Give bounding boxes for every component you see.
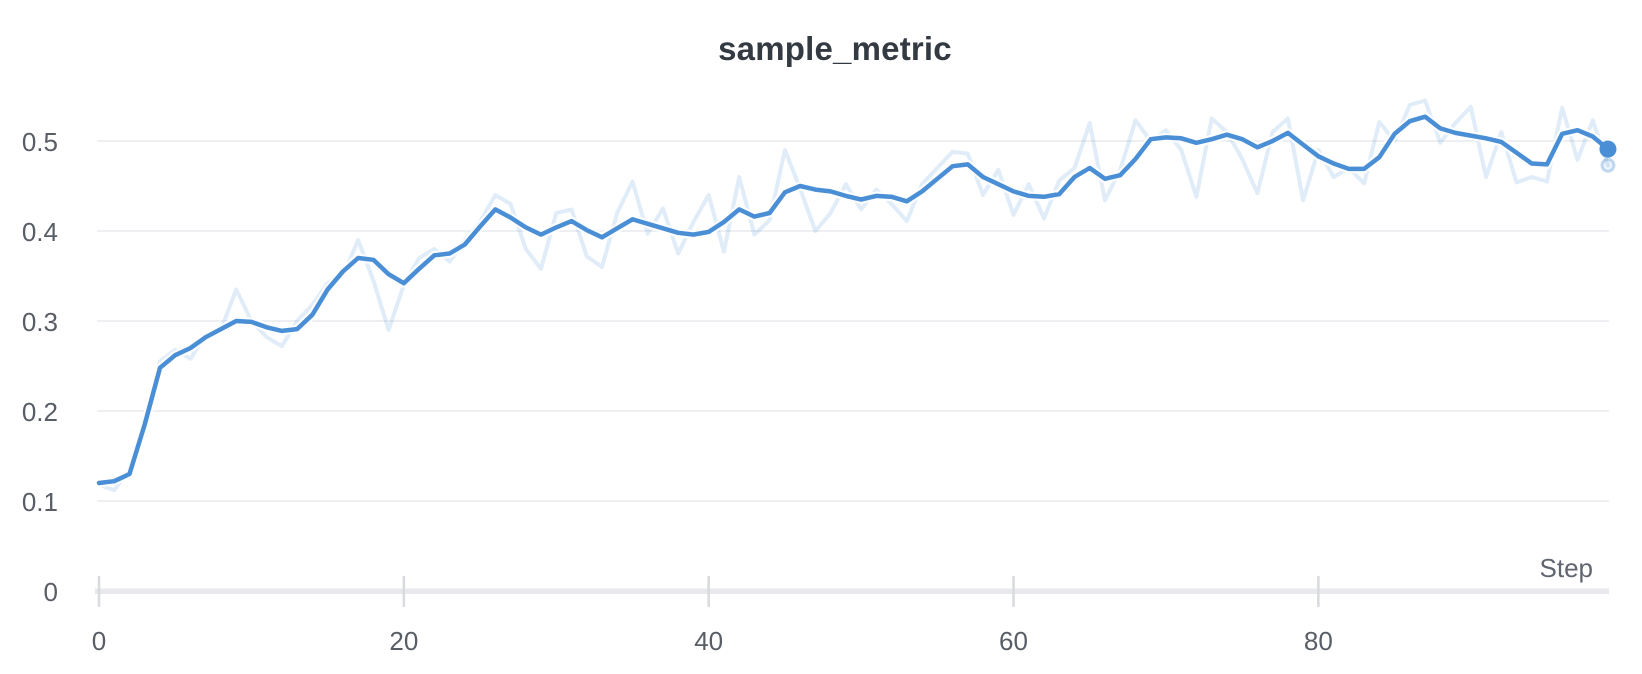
smoothed-series-line[interactable] xyxy=(96,114,1611,486)
x-tick-label: 60 xyxy=(999,626,1028,656)
x-tick-label: 80 xyxy=(1304,626,1333,656)
chart-title: sample_metric xyxy=(718,30,952,67)
y-tick-label: 0.4 xyxy=(22,217,58,247)
x-tick-label: 40 xyxy=(694,626,723,656)
y-tick-label: 0 xyxy=(44,577,58,607)
y-tick-label: 0.1 xyxy=(22,487,58,517)
y-tick-label: 0.5 xyxy=(22,127,58,157)
x-tick-mark xyxy=(1317,576,1320,607)
x-axis-title: Step xyxy=(1540,553,1594,583)
x-tick-mark xyxy=(402,576,406,607)
x-axis-bar xyxy=(95,588,1609,594)
x-tick-mark xyxy=(707,576,710,607)
x-tick-mark xyxy=(97,576,101,607)
y-tick-label: 0.3 xyxy=(22,307,58,337)
x-tick-label: 0 xyxy=(92,626,106,656)
y-tick-label: 0.2 xyxy=(22,397,58,427)
raw-endpoint-dot[interactable] xyxy=(1600,157,1616,173)
x-tick-mark xyxy=(1012,576,1015,607)
smoothed-endpoint-dot[interactable] xyxy=(1599,140,1617,158)
smoothed-line-halo xyxy=(94,112,1613,488)
x-tick-label: 20 xyxy=(389,626,418,656)
